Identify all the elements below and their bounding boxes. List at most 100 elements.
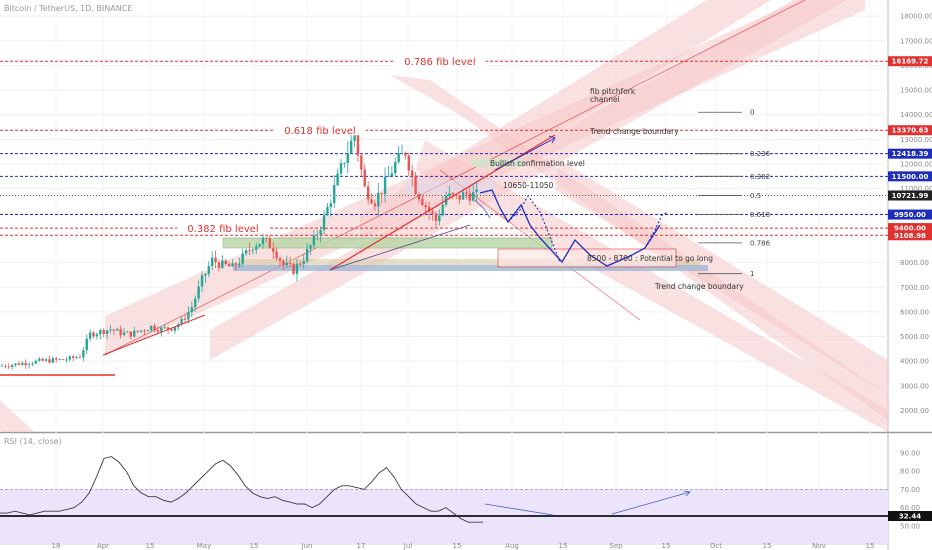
candle-body [41,358,44,361]
candle-body [75,357,78,359]
candle-body [173,327,177,331]
rsi-pane[interactable]: 50.00 60.00 70.00 80.00 90.00 32.44 [0,450,932,545]
candle-body [312,235,316,246]
time-tick-label: Nov [812,542,826,550]
candle-body [400,153,404,154]
candle-body [288,262,292,265]
support-zones [222,159,708,271]
candle-body [82,350,85,358]
candle-body [17,363,21,365]
time-tick-label: 18 [52,542,61,550]
annotation-text: Trend change boundary [589,127,679,136]
candle-body [472,192,475,201]
candle-body [58,359,61,361]
candle-body [339,163,343,174]
candle-body [105,330,109,334]
price-tick-label: 7000.00 [900,284,929,292]
candle-body [333,185,336,204]
candle-body [366,186,370,200]
candle-body [302,261,305,264]
candle-body [451,193,455,195]
candle-body [27,364,31,366]
candle-body [194,298,197,308]
fib-level-label: 0.382 fib level [187,224,258,235]
candle-body [292,264,295,274]
price-tag [888,148,932,159]
rsi-title: RSI (14, close) [4,437,62,446]
rsi-line [0,456,483,523]
candle-body [51,358,55,363]
price-axis-labels: 2000.00 3000.00 4000.00 5000.00 6000.00 7000.… [888,13,932,415]
fib-ratio-label: 0.5 [750,192,761,200]
time-tick-label: Sep [609,542,623,550]
candle-body [363,169,366,187]
candle-body [4,365,7,367]
price-tag-label: 16169.72 [892,58,929,66]
price-tag-label: 9400.00 [894,225,926,233]
fib-ratio-label: 0 [750,109,754,117]
candle-body [461,192,465,200]
candle-body [204,273,207,276]
candle-body [265,237,268,239]
candle-body [146,330,149,332]
rsi-tick-label: 80.00 [900,468,920,476]
price-tag-label: 9950.00 [894,211,926,219]
candle-body [65,359,68,361]
candle-body [278,258,282,261]
candle-body [170,329,173,331]
candle-body [244,250,248,254]
drawings [102,134,669,356]
candle-body [299,263,302,265]
channel-band [415,140,888,432]
candle-body [10,364,14,367]
time-tick-label: 15 [866,542,875,550]
price-axis[interactable] [888,0,932,550]
candle-body [190,307,194,312]
candle-body [112,329,116,331]
rsi-tick-label: 90.00 [900,450,920,458]
projection-path-alt [644,211,669,249]
candle-body [353,135,356,141]
time-tick-label: May [197,542,211,550]
rsi-projection-arrow [611,491,691,515]
rsi-tick-label: 60.00 [900,504,920,512]
candle-body [153,325,156,331]
support-zone-blue [233,265,708,271]
candle-body [109,329,112,331]
candle-body [92,332,95,337]
fib-label-bg [274,123,366,136]
price-tick-label: 3000.00 [900,382,929,390]
candle-body [465,192,468,194]
candle-body [207,266,210,274]
candle-body [387,176,390,177]
candle-body [85,338,88,351]
candle-body [68,356,72,360]
candle-body [122,332,126,336]
trendline-navy [329,224,471,271]
candle-body [241,253,244,264]
annotations: 0 0.236 0.382 0.5 0.618 0.786 1 0.786 fib level… [177,54,771,291]
candle-body [455,194,458,196]
candle-body [31,363,34,365]
candle-body [34,360,38,364]
candle-body [349,140,353,154]
candle-body [224,260,227,265]
candle-body [397,153,400,163]
candle-body [356,135,360,156]
long-zone-box [497,248,677,268]
candlesticks [0,132,478,370]
candle-body [231,263,234,267]
candle-body [99,330,102,335]
candle-body [282,260,285,266]
price-tag-label: 10721.99 [892,192,929,200]
time-tick-label: 15 [453,542,462,550]
arrow-head [548,135,556,144]
candle-body [373,203,377,207]
fib-level-label: 0.618 fib level [284,126,355,137]
fib-ratio-label: 0.786 [750,239,771,247]
candle-body [200,275,204,287]
projection-path-alt [507,195,561,263]
fib-label-bg [177,221,269,234]
candle-body [61,359,65,361]
